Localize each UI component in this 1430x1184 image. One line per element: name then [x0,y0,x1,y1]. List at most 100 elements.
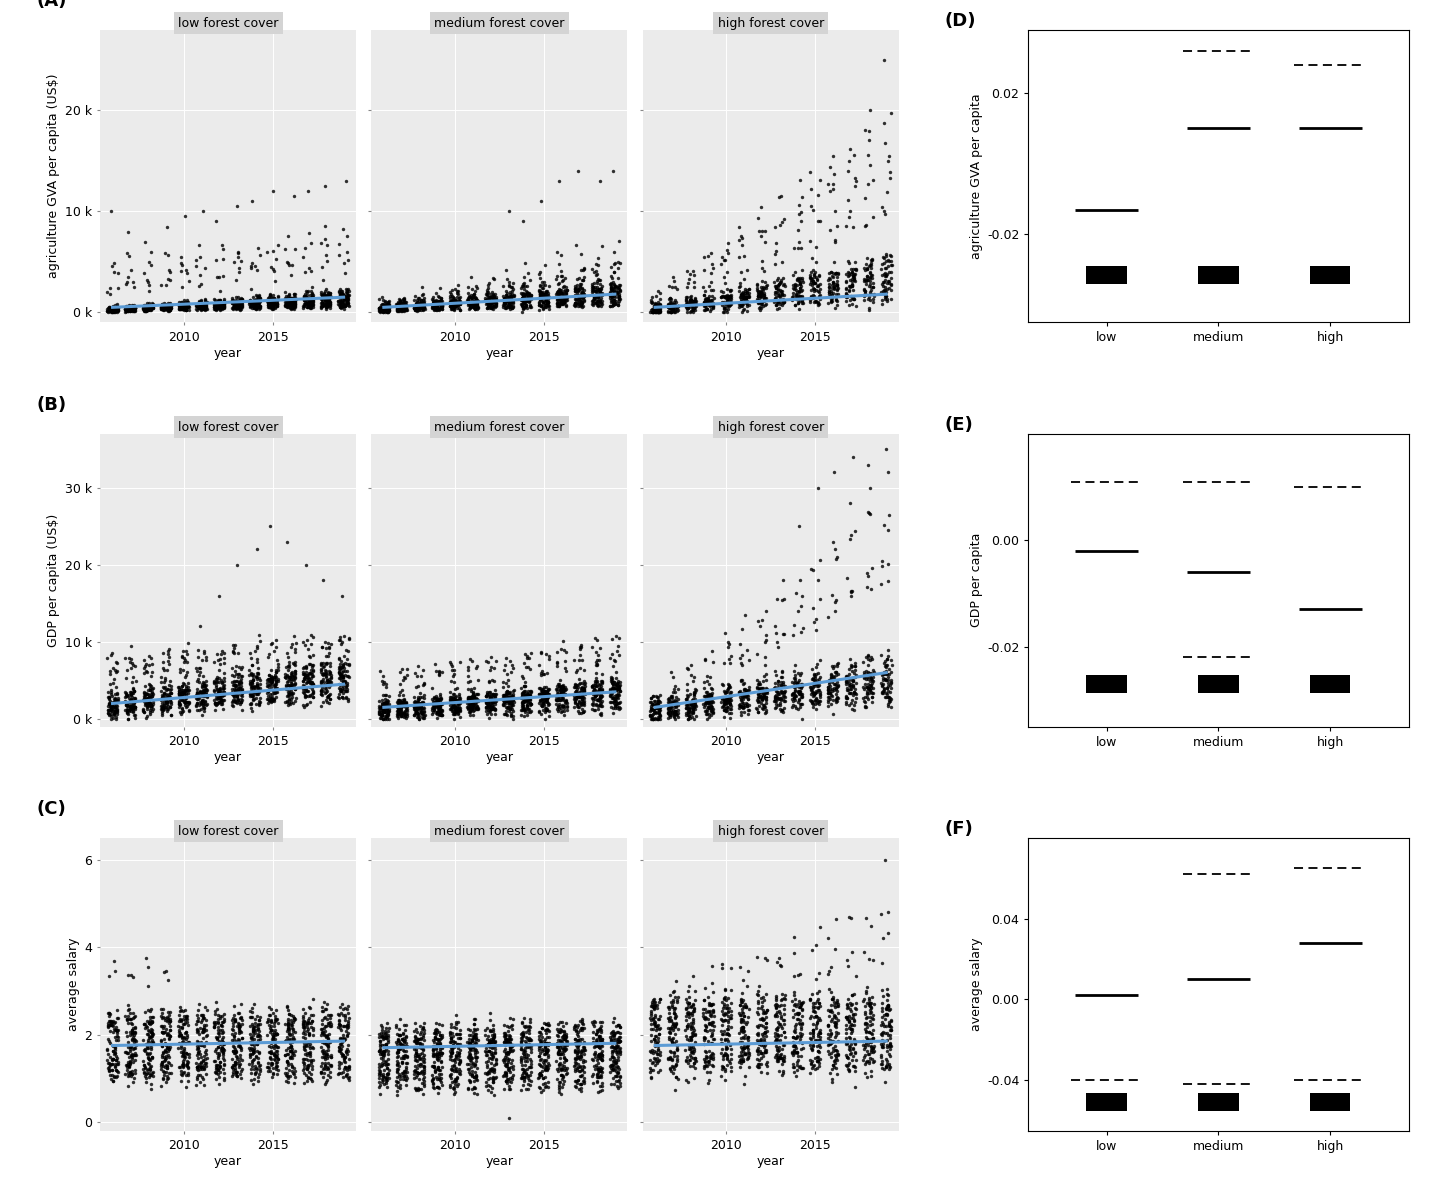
Point [772,996,795,1015]
Point [463,1015,486,1034]
Point [821,1038,844,1057]
Point [192,1029,214,1048]
Point [240,1008,263,1027]
Point [120,1047,143,1066]
Point [446,283,469,302]
Point [712,268,735,287]
Point [712,1006,735,1025]
Point [373,694,396,713]
Point [430,702,453,721]
Point [531,192,553,211]
Point [878,1034,901,1053]
Point [312,1060,335,1079]
Point [684,291,706,310]
Point [674,695,696,714]
Point [536,1047,559,1066]
Point [194,1053,217,1072]
Point [222,1009,245,1028]
Point [277,292,300,311]
Point [375,302,398,321]
Point [153,695,176,714]
Point [223,1056,246,1075]
Point [113,691,136,710]
Point [116,709,139,728]
Point [874,244,897,263]
Point [246,290,269,309]
Point [260,287,283,305]
Point [117,965,140,984]
Point [875,684,898,703]
Point [154,694,177,713]
Point [176,296,199,315]
Point [222,1017,245,1036]
Point [134,683,157,702]
Point [684,683,706,702]
Point [462,701,485,720]
Point [606,636,629,655]
Point [142,700,164,719]
Point [701,688,724,707]
Point [156,300,179,318]
Point [133,1041,156,1060]
Point [204,1062,227,1081]
Point [156,1053,179,1072]
Point [194,298,217,317]
Point [799,272,822,291]
Point [555,288,578,307]
Point [206,645,229,664]
Point [545,290,568,309]
Point [681,671,704,690]
Point [237,291,260,310]
Point [716,287,739,305]
Point [566,1037,589,1056]
Point [413,706,436,725]
Point [599,274,622,292]
Point [764,295,786,314]
Point [788,270,811,289]
Point [478,673,500,691]
Point [766,677,789,696]
Point [329,680,352,699]
Point [192,1022,214,1041]
Point [423,1057,446,1076]
Point [239,1048,262,1067]
Point [711,1047,734,1066]
Point [388,1075,410,1094]
Point [535,282,558,301]
Point [315,287,337,305]
Point [659,292,682,311]
Point [203,673,226,691]
Point [206,1009,229,1028]
Point [502,1060,525,1079]
Point [837,907,859,926]
Point [259,290,282,309]
Point [150,688,173,707]
Point [319,673,342,691]
Point [446,1029,469,1048]
Point [378,691,400,710]
Point [406,1047,429,1066]
Point [589,294,612,313]
Point [754,221,776,240]
Point [822,174,845,193]
Point [463,285,486,304]
Title: low forest cover: low forest cover [177,825,279,838]
Point [644,1036,666,1055]
Point [243,291,266,310]
Point [463,1034,486,1053]
Point [458,688,480,707]
Point [225,1016,247,1035]
Point [513,297,536,316]
Point [768,996,791,1015]
Point [518,291,541,310]
Point [878,688,901,707]
Point [154,295,177,314]
Point [855,648,878,667]
Point [136,1011,159,1030]
Point [279,1037,302,1056]
Point [297,1043,320,1062]
Point [279,664,302,683]
Point [213,1041,236,1060]
Point [395,659,418,678]
Point [222,1042,245,1061]
